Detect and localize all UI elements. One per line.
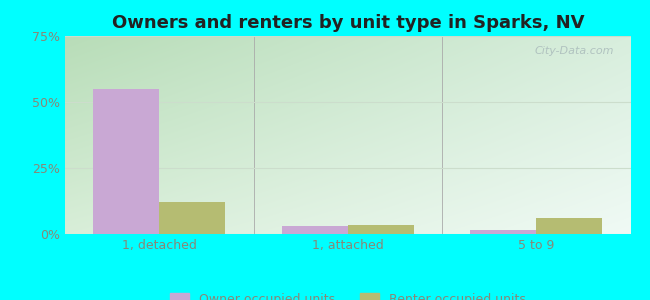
Title: Owners and renters by unit type in Sparks, NV: Owners and renters by unit type in Spark… bbox=[112, 14, 584, 32]
Bar bbox=[348, 225, 413, 234]
Bar bbox=[536, 218, 602, 234]
Bar bbox=[281, 226, 348, 234]
Bar bbox=[159, 202, 225, 234]
Bar bbox=[94, 89, 159, 234]
Text: City-Data.com: City-Data.com bbox=[534, 46, 614, 56]
Legend: Owner occupied units, Renter occupied units: Owner occupied units, Renter occupied un… bbox=[165, 288, 530, 300]
Bar bbox=[470, 230, 536, 234]
